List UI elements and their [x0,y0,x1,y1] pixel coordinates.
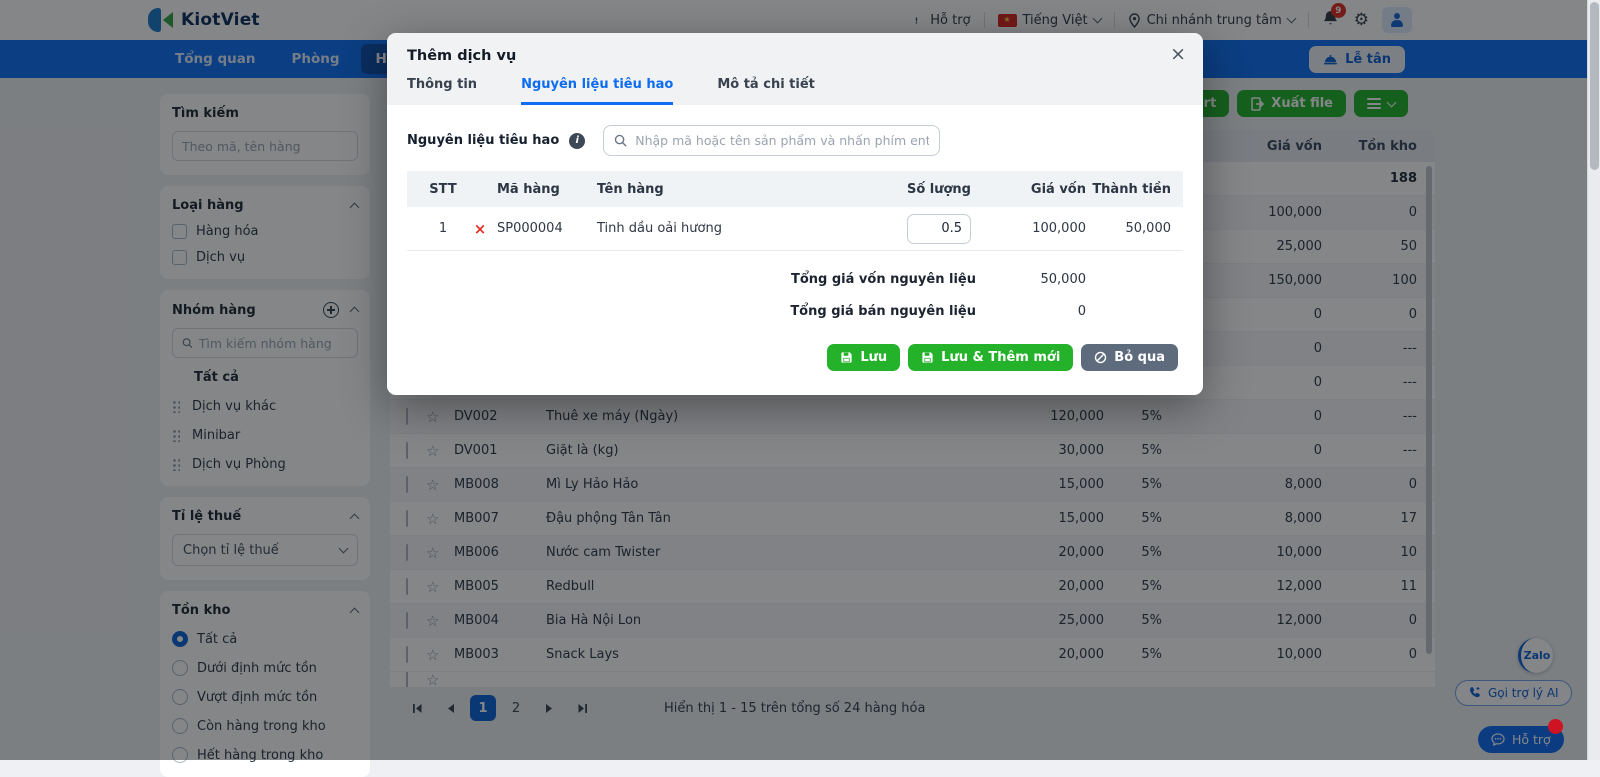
col-total: Thành tiền [1092,181,1171,197]
save-and-new-button[interactable]: Lưu & Thêm mới [908,344,1074,371]
page-scrollbar[interactable] [1587,0,1600,760]
modal-title: Thêm dịch vụ [407,48,517,64]
ingredient-label: Nguyên liệu tiêu hao [407,133,560,148]
col-code: Mã hàng [497,181,560,197]
cancel-button[interactable]: Bỏ qua [1081,344,1178,371]
cell-code: SP000004 [497,221,563,236]
quantity-input[interactable] [907,213,971,244]
modal-tab-description[interactable]: Mô tả chi tiết [717,77,815,92]
scrollbar-thumb[interactable] [1590,2,1599,170]
ingredient-search-input[interactable] [635,133,930,148]
col-qty: Số lượng [906,181,971,197]
col-cost: Giá vốn [1030,181,1086,197]
modal-tab-info[interactable]: Thông tin [407,77,478,92]
total-cost-value: 50,000 [1040,272,1087,287]
col-name: Tên hàng [597,181,664,197]
modal-actions: Lưu Lưu & Thêm mới Bỏ qua [407,344,1183,371]
modal-table-header: STT Mã hàng Tên hàng Số lượng Giá vốn Th… [407,171,1183,207]
save-button[interactable]: Lưu [827,344,901,371]
close-icon[interactable]: × [1170,43,1186,65]
total-price-row: Tổng giá bán nguyên liệu 0 [407,304,1183,319]
cancel-icon [1095,351,1107,364]
save-icon [841,352,852,363]
modal-tabs: Thông tin Nguyên liệu tiêu hao Mô tả chi… [407,77,1183,105]
col-stt: STT [429,181,457,197]
total-cost-row: Tổng giá vốn nguyên liệu 50,000 [407,272,1183,287]
modal-body: Nguyên liệu tiêu hao i STT Mã hàng Tên h… [387,105,1203,391]
save-label: Lưu [860,350,888,365]
cell-name: Tinh dầu oải hương [597,221,722,236]
ingredient-search-field[interactable] [603,125,941,156]
cell-total: 50,000 [1125,221,1172,236]
remove-ingredient-icon[interactable]: × [473,219,487,238]
support-notification-dot [1548,719,1563,734]
modal-tab-ingredients[interactable]: Nguyên liệu tiêu hao [521,77,674,105]
save-icon [922,352,933,363]
total-price-value: 0 [1077,304,1086,319]
cell-stt: 1 [438,221,448,236]
info-icon[interactable]: i [569,132,586,149]
total-cost-label: Tổng giá vốn nguyên liệu [790,272,976,287]
total-price-label: Tổng giá bán nguyên liệu [790,304,976,319]
search-icon [615,134,627,147]
save-and-new-label: Lưu & Thêm mới [941,350,1061,365]
ingredient-row: 1 × SP000004 Tinh dầu oải hương 100,000 … [407,207,1183,251]
cancel-label: Bỏ qua [1114,350,1165,365]
cell-cost: 100,000 [1032,221,1086,236]
add-service-modal: Thêm dịch vụ × Thông tin Nguyên liệu tiê… [387,33,1203,395]
modal-header: Thêm dịch vụ × Thông tin Nguyên liệu tiê… [387,33,1203,105]
